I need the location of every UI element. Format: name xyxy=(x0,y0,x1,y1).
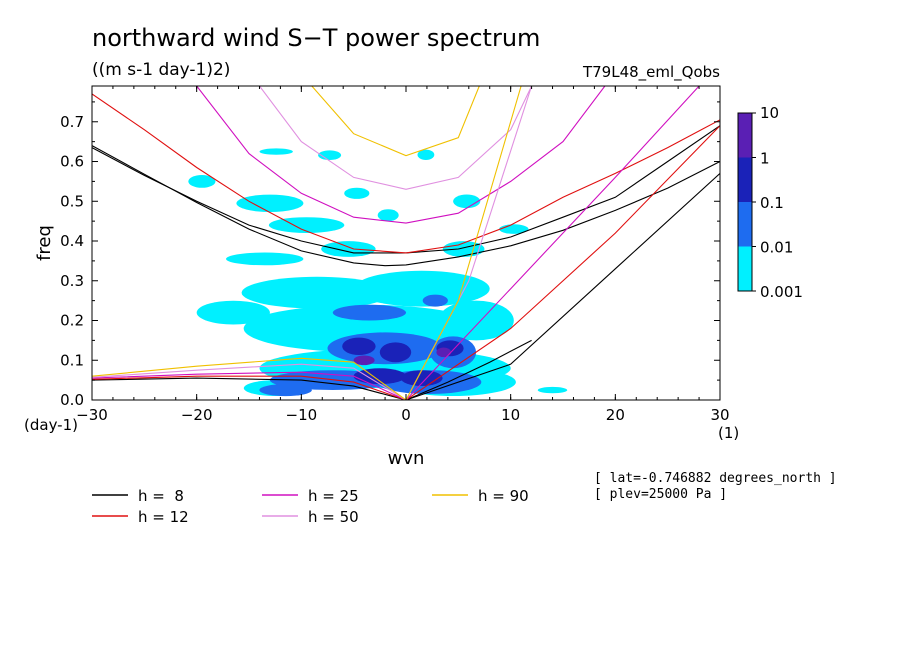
y-tick-label: 0.4 xyxy=(60,232,84,250)
spectrum-patch xyxy=(438,300,514,341)
y-tick-label: 0.5 xyxy=(60,192,84,210)
y-tick-label: 0.0 xyxy=(60,391,84,409)
x-tick-label: −30 xyxy=(76,406,108,424)
spectrum-patch xyxy=(377,209,399,222)
x-tick-label: −10 xyxy=(286,406,318,424)
spectrum-patch xyxy=(259,148,293,155)
spectrum-patch xyxy=(321,241,376,257)
dispersion-curve-h25-inertia-gravity xyxy=(196,86,606,224)
x-axis-label: wvn xyxy=(388,448,425,469)
legend-label: h = 50 xyxy=(308,508,359,526)
chart-title: northward wind S−T power spectrum xyxy=(92,24,540,52)
dispersion-curve-h90-kelvin xyxy=(405,86,522,400)
spectrum-patch xyxy=(537,386,568,394)
colorbar-band xyxy=(738,202,752,247)
pressure-level-note: [ plev=25000 Pa ] xyxy=(594,487,727,502)
x-axis-ticks: −30 −20 −10 0 10 20 30 xyxy=(76,86,730,424)
dispersion-curve-h8-eastward-low xyxy=(405,339,532,400)
spectrum-patch xyxy=(353,355,375,366)
y-tick-label: 0.7 xyxy=(60,113,84,131)
y-tick-label: 0.1 xyxy=(60,351,84,369)
spectrum-patch xyxy=(342,337,376,355)
colorbar-band xyxy=(738,157,752,202)
dispersion-curve-h12-westward-low xyxy=(92,375,407,400)
colorbar: 10 1 0.1 0.01 0.001 xyxy=(737,104,803,301)
legend-label: h = 8 xyxy=(138,487,184,505)
spectrum-patch xyxy=(188,175,216,188)
spectrum-patch xyxy=(379,342,412,363)
colorbar-label: 0.1 xyxy=(760,194,784,212)
latitude-note: [ lat=-0.746882 degrees_north ] xyxy=(594,471,837,486)
spectrum-patch xyxy=(353,270,490,307)
x-tick-label: 30 xyxy=(710,406,729,424)
dispersion-curve-h8-kelvin xyxy=(405,172,720,400)
colorbar-label: 0.01 xyxy=(760,239,793,257)
x-tick-label: 0 xyxy=(401,406,411,424)
dispersion-curve-h25-kelvin xyxy=(405,86,700,400)
dispersion-curve-h50-westward-low xyxy=(92,363,407,400)
spectrum-patch xyxy=(453,194,481,209)
spectrum-patch xyxy=(344,187,370,199)
y-tick-label: 0.3 xyxy=(60,272,84,290)
dispersion-curve-h90-westward-low xyxy=(92,357,407,400)
colorbar-label: 1 xyxy=(760,150,770,168)
legend: h = 8 h = 12 h = 25 h = 50 h = 90 xyxy=(92,487,529,526)
colorbar-band xyxy=(738,246,752,291)
x-unit-label: (1) xyxy=(718,424,739,442)
legend-label: h = 90 xyxy=(478,487,529,505)
colorbar-label: 0.001 xyxy=(760,283,803,301)
chart-subtitle: ((m s-1 day-1)2) xyxy=(92,60,230,80)
spectrum-patch xyxy=(268,217,345,234)
x-tick-label: −20 xyxy=(181,406,213,424)
dispersion-curves xyxy=(92,86,720,400)
spectrum-patch xyxy=(236,194,304,212)
colorbar-label: 10 xyxy=(760,104,779,122)
x-tick-label: 20 xyxy=(606,406,625,424)
spectrum-patch xyxy=(436,347,452,358)
dispersion-curve-h50-inertia-gravity xyxy=(259,86,533,190)
spectrum-patch xyxy=(226,252,304,266)
dispersion-curve-h8-rossby-gravity xyxy=(92,145,720,267)
y-tick-label: 0.2 xyxy=(60,312,84,330)
spectrum-patch xyxy=(417,149,435,160)
run-label: T79L48_eml_Qobs xyxy=(582,63,720,82)
dispersion-curve-h90-inertia-gravity xyxy=(311,86,480,157)
y-axis-label: freq xyxy=(34,225,55,261)
spectrum-patch xyxy=(259,384,312,397)
spectrum-patch xyxy=(241,276,393,309)
y-tick-label: 0.6 xyxy=(60,153,84,171)
dispersion-curve-h25-westward-low xyxy=(92,371,407,400)
dispersion-curve-h12-kelvin xyxy=(405,125,720,400)
dispersion-curve-h12-inertia-gravity xyxy=(92,93,720,254)
spectrum-patch xyxy=(422,294,448,307)
legend-label: h = 25 xyxy=(308,487,359,505)
y-axis-ticks: 0.0 0.1 0.2 0.3 0.4 0.5 0.6 0.7 xyxy=(60,101,720,409)
legend-label: h = 12 xyxy=(138,508,189,526)
y-unit-label: (day-1) xyxy=(24,416,78,434)
dispersion-curve-h8-westward-low xyxy=(92,377,407,400)
x-tick-label: 10 xyxy=(501,406,520,424)
colorbar-band xyxy=(738,113,752,158)
spectrum-patch xyxy=(196,300,270,325)
spectrum-patch xyxy=(332,304,406,321)
